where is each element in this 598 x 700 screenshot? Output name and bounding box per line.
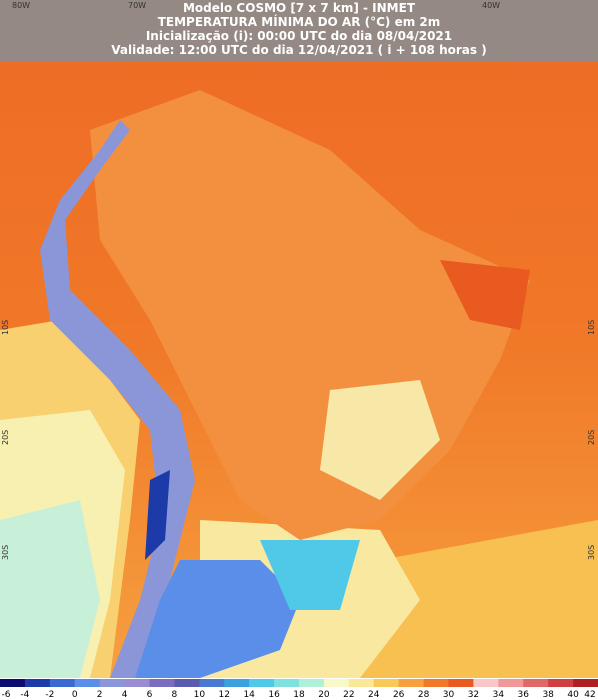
colorbar-label: 20 xyxy=(318,690,330,700)
lon-label: 80W xyxy=(12,1,30,10)
colorbar-segment xyxy=(498,679,524,687)
colorbar-label: -4 xyxy=(20,690,29,700)
field xyxy=(260,540,360,610)
colorbar-segment xyxy=(199,679,225,687)
colorbar-segment xyxy=(299,679,325,687)
field xyxy=(135,560,300,678)
colorbar-segment xyxy=(423,679,449,687)
colorbar-label: 28 xyxy=(418,690,430,700)
colorbar-segment xyxy=(323,679,350,687)
colorbar-segment xyxy=(523,679,549,687)
lat-label: 30S xyxy=(1,545,10,560)
colorbar-label: 30 xyxy=(443,690,455,700)
colorbar-segment xyxy=(398,679,425,687)
header-line: TEMPERATURA MÍNIMA DO AR (°C) em 2m xyxy=(158,14,441,29)
colorbar-label: 22 xyxy=(343,690,354,700)
header-line: Modelo COSMO [7 x 7 km] - INMET xyxy=(183,1,416,15)
colorbar-label: 14 xyxy=(243,690,255,700)
colorbar-label: 4 xyxy=(122,690,128,700)
lat-label: 10S xyxy=(1,320,10,335)
header-line: Validade: 12:00 UTC do dia 12/04/2021 ( … xyxy=(111,43,486,57)
colorbar-label: 16 xyxy=(268,690,280,700)
colorbar-label: 10 xyxy=(194,690,206,700)
colorbar-label: 26 xyxy=(393,690,405,700)
colorbar-segment xyxy=(224,679,250,687)
colorbar-segment xyxy=(473,679,499,687)
colorbar-segment xyxy=(274,679,300,687)
header-line: Inicialização (i): 00:00 UTC do dia 08/0… xyxy=(146,29,452,43)
colorbar-label: -2 xyxy=(45,690,54,700)
colorbar-segment xyxy=(548,679,574,687)
lat-label: 20S xyxy=(587,430,596,445)
colorbar-label: 12 xyxy=(219,690,230,700)
andes xyxy=(145,470,170,560)
colorbar-label: 8 xyxy=(172,690,178,700)
colorbar-segment xyxy=(174,679,200,687)
colorbar-segment xyxy=(24,679,51,687)
colorbar-label: -6 xyxy=(2,690,11,700)
colorbar-segment xyxy=(49,679,76,687)
colorbar-label: 36 xyxy=(518,690,530,700)
colorbar-segment xyxy=(448,679,474,687)
colorbar-segment xyxy=(573,679,598,687)
colorbar-label: 18 xyxy=(293,690,305,700)
colorbar-segment xyxy=(99,679,126,687)
land xyxy=(440,260,530,330)
colorbar-label: 40 xyxy=(567,690,579,700)
colorbar-segment xyxy=(74,679,101,687)
colorbar-label: 32 xyxy=(468,690,479,700)
colorbar-label: 6 xyxy=(147,690,153,700)
colorbar-segment xyxy=(0,679,26,687)
colorbar-label: 24 xyxy=(368,690,380,700)
lat-label: 30S xyxy=(587,545,596,560)
colorbar-label: 2 xyxy=(97,690,103,700)
land xyxy=(320,380,440,500)
lat-label: 10S xyxy=(587,320,596,335)
field xyxy=(0,500,100,678)
lon-label: 40W xyxy=(482,1,500,10)
lat-label: 20S xyxy=(1,430,10,445)
colorbar-segment xyxy=(149,679,175,687)
colorbar-label: 38 xyxy=(542,690,554,700)
header-band xyxy=(0,0,598,62)
colorbar-label: 0 xyxy=(72,690,78,700)
colorbar-segment xyxy=(124,679,150,687)
colorbar-segment xyxy=(249,679,275,687)
colorbar-label: 34 xyxy=(493,690,505,700)
lon-label: 70W xyxy=(128,1,146,10)
colorbar-segment xyxy=(373,679,400,687)
colorbar-label: 42 xyxy=(584,690,595,700)
colorbar-segment xyxy=(348,679,375,687)
